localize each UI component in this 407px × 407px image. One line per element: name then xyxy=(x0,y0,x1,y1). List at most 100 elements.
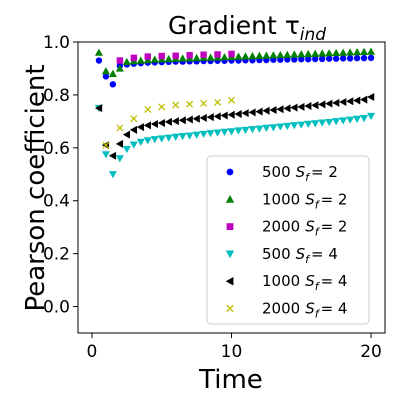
data-point xyxy=(102,141,110,149)
data-point xyxy=(192,131,201,139)
data-point xyxy=(227,110,235,119)
legend-entry: 1000 Sf = 4 xyxy=(225,272,348,293)
data-point xyxy=(276,105,284,114)
data-point xyxy=(248,52,257,60)
data-point xyxy=(144,105,152,113)
data-point xyxy=(325,99,333,108)
series-5 xyxy=(102,96,235,149)
legend-label-count: 2000 xyxy=(262,300,300,318)
legend-entry: 2000 Sf = 2 xyxy=(226,218,347,239)
legend-marker xyxy=(226,168,234,176)
data-point xyxy=(143,121,151,130)
data-point xyxy=(262,124,271,132)
data-point xyxy=(290,103,298,112)
data-point xyxy=(143,137,152,145)
chart-title-main: Gradient τ xyxy=(168,11,300,40)
data-point xyxy=(332,48,341,57)
data-point xyxy=(283,122,292,131)
data-point xyxy=(269,51,278,59)
legend-label-value: = 4 xyxy=(321,272,348,290)
data-point xyxy=(95,57,103,64)
data-point xyxy=(311,49,320,57)
data-point xyxy=(200,99,208,107)
legend-label-symbol: S xyxy=(305,218,315,236)
data-point xyxy=(109,81,117,88)
legend-label-value: = 2 xyxy=(311,163,338,181)
data-points xyxy=(94,47,376,179)
data-point xyxy=(255,107,263,116)
data-point xyxy=(304,49,313,58)
data-point xyxy=(213,112,221,121)
data-point xyxy=(312,55,319,63)
data-point xyxy=(94,104,103,113)
data-point xyxy=(185,115,193,124)
data-point xyxy=(228,50,235,58)
data-point xyxy=(262,106,270,115)
data-point xyxy=(290,122,299,130)
data-point xyxy=(262,51,271,59)
data-point xyxy=(129,141,138,149)
legend-label-symbol: S xyxy=(305,272,315,290)
data-point xyxy=(367,112,376,121)
data-point xyxy=(297,102,305,111)
data-point xyxy=(213,129,222,137)
data-point xyxy=(130,115,138,123)
data-point xyxy=(178,54,187,62)
data-point xyxy=(353,54,361,62)
legend-entry: 500 Sf = 4 xyxy=(225,245,338,266)
data-point xyxy=(150,136,159,144)
data-point xyxy=(206,113,214,122)
legend-label-subscript: f xyxy=(305,171,311,184)
data-point xyxy=(122,145,131,154)
data-point xyxy=(108,171,117,179)
legend-marker xyxy=(226,304,234,313)
data-point xyxy=(220,53,229,61)
y-tick-label: 0.8 xyxy=(43,86,70,106)
data-point xyxy=(129,125,138,134)
data-point xyxy=(199,113,207,122)
data-point xyxy=(158,103,166,111)
legend-label: 500 Sf = 4 xyxy=(262,245,338,266)
legend-label-subscript: f xyxy=(315,198,321,211)
data-point xyxy=(234,52,243,60)
data-point xyxy=(255,51,264,59)
x-tick-label: 10 xyxy=(221,342,243,362)
legend-label-subscript: f xyxy=(305,253,311,266)
data-point xyxy=(102,73,110,80)
data-point xyxy=(353,48,362,56)
legend-label: 2000 Sf = 4 xyxy=(262,300,347,321)
data-point xyxy=(339,98,347,107)
data-point xyxy=(346,116,355,124)
data-point xyxy=(136,123,144,132)
data-point xyxy=(241,52,250,60)
y-tick-label: 1.0 xyxy=(43,33,70,53)
legend-entry: 1000 Sf = 2 xyxy=(225,190,347,211)
legend-label-count: 500 xyxy=(262,245,291,263)
y-tick-label: 0.4 xyxy=(43,192,70,212)
data-point xyxy=(305,55,312,63)
legend-label-subscript: f xyxy=(315,280,321,293)
data-point xyxy=(255,125,264,133)
legend-label-value: = 4 xyxy=(321,300,348,318)
x-tick-label: 20 xyxy=(360,342,382,362)
data-point xyxy=(171,133,180,141)
data-point xyxy=(157,135,166,143)
data-point xyxy=(136,138,145,146)
data-point xyxy=(234,109,242,118)
legend-label: 1000 Sf = 2 xyxy=(262,190,347,211)
data-point xyxy=(319,55,326,63)
legend-label-count: 2000 xyxy=(262,218,300,236)
data-point xyxy=(346,97,354,106)
data-point xyxy=(206,130,215,138)
data-point xyxy=(115,64,124,72)
data-point xyxy=(339,117,348,125)
legend-label-subscript: f xyxy=(315,308,321,321)
legend-label-subscript: f xyxy=(315,226,321,239)
data-point xyxy=(200,51,207,58)
data-point xyxy=(122,57,131,66)
data-point xyxy=(297,50,306,58)
series-2 xyxy=(116,50,235,64)
data-point xyxy=(227,128,236,136)
data-point xyxy=(241,109,249,118)
data-point xyxy=(297,121,306,129)
